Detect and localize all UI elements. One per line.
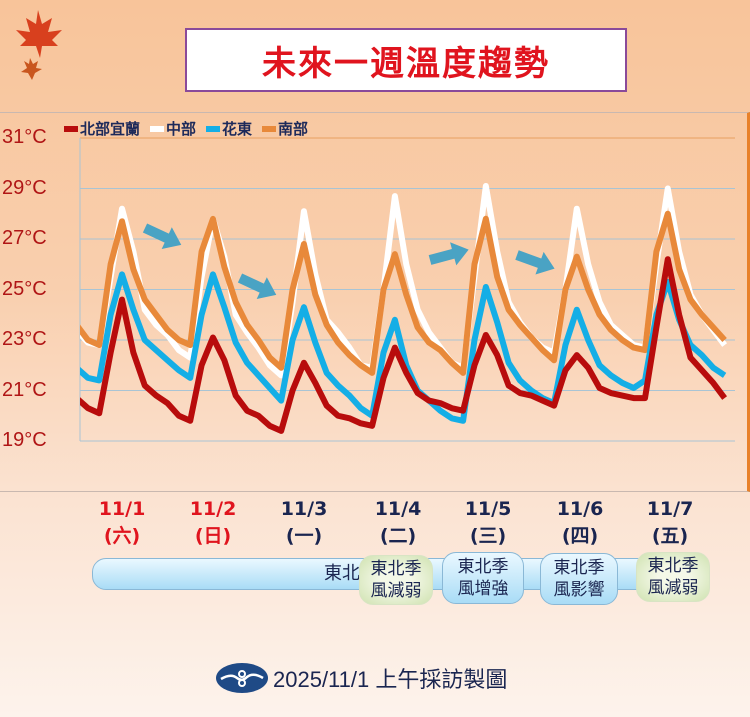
annotation-label: 東北季 風減弱 <box>359 555 433 605</box>
weekday-label: (六) <box>103 525 141 547</box>
legend-item: 花東 <box>206 118 252 139</box>
plot-frame <box>0 112 750 492</box>
legend-swatch <box>206 125 221 132</box>
legend-swatch <box>262 125 277 132</box>
date-label: 11/1 <box>98 498 146 520</box>
weekday-label: (二) <box>379 525 417 547</box>
legend-label: 中部 <box>166 120 197 138</box>
legend-swatch <box>150 125 165 132</box>
footer-text: 2025/11/1 上午採訪製圖 <box>273 667 508 692</box>
legend-item: 北部宜蘭 <box>64 118 140 139</box>
weekday-label: (一) <box>285 525 323 547</box>
date-label: 11/6 <box>556 498 604 520</box>
legend-label: 北部宜蘭 <box>80 120 141 138</box>
weekday-label: (三) <box>469 525 507 547</box>
x-tick-label: 11/1 (六) <box>87 496 157 550</box>
legend-item: 中部 <box>150 118 196 139</box>
series-line-花東 <box>80 271 727 424</box>
x-tick-label: 11/6 (四) <box>545 496 615 550</box>
date-label: 11/5 <box>464 498 512 520</box>
x-tick-label: 11/4 (二) <box>363 496 433 550</box>
date-label: 11/4 <box>374 498 422 520</box>
legend-item: 南部 <box>262 118 308 139</box>
x-tick-label: 11/2 (日) <box>178 496 248 550</box>
y-tick-label: 25°C <box>2 277 47 300</box>
date-label: 11/7 <box>646 498 694 520</box>
weekday-label: (五) <box>651 525 689 547</box>
weekday-label: (四) <box>561 525 599 547</box>
series-line-南部 <box>80 210 727 376</box>
y-tick-label: 19°C <box>2 429 47 451</box>
maple-leaf-icon <box>16 10 62 80</box>
series-line-中部 <box>80 182 728 379</box>
legend-swatch <box>64 125 78 132</box>
x-tick-label: 11/5 (三) <box>453 496 523 550</box>
cwa-logo-icon <box>216 663 268 693</box>
x-tick-label: 11/3 (一) <box>269 496 339 550</box>
trend-arrow-icon <box>237 273 277 300</box>
x-tick-label: 11/7 (五) <box>635 496 705 550</box>
trend-arrow-icon <box>515 250 555 275</box>
y-tick-label: 21°C <box>2 378 47 401</box>
y-tick-label: 23°C <box>2 328 47 350</box>
footer: 2025/11/1 上午採訪製圖 <box>215 662 507 694</box>
weekday-label: (日) <box>194 525 232 547</box>
legend: 北部宜蘭 中部 花東 南部 <box>64 118 308 139</box>
annotation-label: 東北季 風影響 <box>540 553 618 605</box>
y-tick-label: 29°C <box>2 176 47 199</box>
legend-label: 南部 <box>278 120 309 138</box>
annotation-label: 東北季 風減弱 <box>636 552 710 602</box>
trend-arrow-icon <box>428 242 469 266</box>
y-tick-label: 27°C <box>2 227 47 249</box>
series-line-北部宜蘭 <box>80 256 728 434</box>
date-label: 11/2 <box>189 498 237 520</box>
legend-label: 花東 <box>222 120 253 138</box>
date-label: 11/3 <box>280 498 328 520</box>
annotation-label: 東北季 風增強 <box>442 552 524 604</box>
trend-arrow-icon <box>142 223 182 250</box>
page-title: 未來一週溫度趨勢 <box>185 28 627 92</box>
y-tick-label: 31°C <box>2 126 47 148</box>
